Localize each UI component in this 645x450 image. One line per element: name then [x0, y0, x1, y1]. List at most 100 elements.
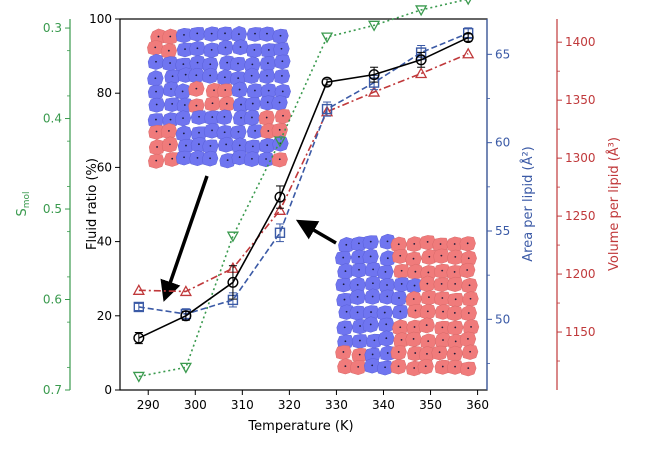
- voronoi-point: [371, 353, 374, 356]
- voronoi-cell: [244, 97, 261, 112]
- voronoi-point: [412, 257, 415, 260]
- voronoi-point: [371, 364, 374, 367]
- voronoi-point: [466, 269, 469, 271]
- voronoi-point: [169, 62, 171, 64]
- voronoi-point: [345, 310, 348, 313]
- voronoi-point: [469, 350, 472, 353]
- fluid-axis-label: Fluid ratio (%): [85, 158, 100, 250]
- voronoi-point: [356, 311, 359, 314]
- voronoi-point: [369, 323, 372, 326]
- voronoi-point: [426, 310, 429, 313]
- voronoi-point: [343, 298, 346, 301]
- data-point-smol: [273, 136, 287, 148]
- voronoi-point: [251, 102, 254, 105]
- voronoi-point: [427, 340, 430, 342]
- smol-tick-label: 0.5: [43, 202, 62, 216]
- voronoi-point: [184, 48, 186, 50]
- voronoi-point: [428, 255, 431, 258]
- voronoi-point: [251, 63, 254, 66]
- voronoi-point: [210, 48, 213, 51]
- fluid-tick-label: 100: [89, 12, 112, 26]
- voronoi-point: [267, 62, 269, 64]
- voronoi-point: [373, 339, 376, 342]
- voronoi-point: [182, 117, 184, 120]
- voronoi-point: [155, 90, 157, 93]
- voronoi-point: [265, 158, 267, 160]
- voronoi-point: [196, 47, 199, 50]
- data-point-fluid: [227, 276, 239, 288]
- voronoi-point: [342, 283, 345, 286]
- voronoi-point: [169, 118, 172, 121]
- voronoi-point: [167, 49, 170, 52]
- fluid-tick-label: 80: [97, 86, 112, 100]
- voronoi-point: [198, 115, 200, 118]
- voronoi-point: [254, 129, 256, 132]
- voronoi-point: [400, 338, 403, 341]
- voronoi-point: [196, 61, 199, 64]
- voronoi-point: [441, 326, 444, 329]
- voronoi-point: [441, 269, 444, 272]
- voronoi-point: [281, 90, 284, 93]
- voronoi-point: [238, 88, 241, 91]
- voronoi-point: [225, 102, 228, 105]
- voronoi-point: [266, 32, 268, 35]
- data-point-smol: [132, 371, 145, 383]
- voronoi-point: [356, 283, 359, 286]
- voronoi-point: [226, 159, 229, 162]
- voronoi-point: [442, 310, 444, 313]
- voronoi-point: [342, 256, 345, 259]
- voronoi-point: [386, 352, 389, 354]
- voronoi-point: [155, 103, 158, 106]
- smol-tick-label: 0.7: [43, 383, 62, 397]
- voronoi-point: [454, 365, 456, 368]
- x-tick-label: 320: [278, 398, 301, 412]
- voronoi-point: [181, 90, 184, 93]
- voronoi-point: [237, 77, 240, 80]
- voronoi-point: [282, 114, 284, 117]
- voronoi-point: [266, 101, 269, 104]
- x-tick-label: 360: [466, 398, 489, 412]
- voronoi-point: [426, 241, 429, 243]
- smol-tick-label: 0.4: [43, 112, 62, 126]
- voronoi-point: [469, 297, 472, 300]
- voronoi-point: [225, 143, 228, 146]
- fluid-tick-label: 20: [97, 309, 112, 323]
- data-point-fluid: [274, 191, 286, 203]
- smol-axis-label-sub: mol: [22, 191, 32, 208]
- x-tick-label: 330: [325, 398, 348, 412]
- voronoi-point: [454, 340, 457, 343]
- area-axis-label: Area per lipid (Å²): [520, 146, 536, 262]
- voronoi-point: [251, 145, 254, 148]
- voronoi-point: [196, 156, 199, 159]
- voronoi-point: [440, 254, 443, 257]
- fluid-tick-label: 0: [104, 383, 112, 397]
- voronoi-point: [454, 298, 457, 301]
- voronoi-point: [397, 243, 400, 246]
- voronoi-point: [470, 325, 472, 328]
- voronoi-point: [198, 131, 200, 134]
- voronoi-point: [183, 104, 186, 106]
- voronoi-point: [183, 34, 185, 36]
- voronoi-point: [397, 365, 400, 368]
- volume-tick-label: 1350: [565, 93, 596, 107]
- area-tick-label: 50: [495, 312, 510, 326]
- voronoi-point: [399, 254, 402, 257]
- data-point-volume: [415, 67, 428, 79]
- data-point-fluid: [368, 69, 380, 81]
- voronoi-point: [466, 242, 469, 245]
- voronoi-point: [265, 116, 268, 119]
- data-point-area: [321, 103, 333, 115]
- voronoi-point: [209, 63, 212, 66]
- voronoi-point: [413, 326, 416, 328]
- volume-tick-label: 1400: [565, 35, 596, 49]
- voronoi-point: [171, 102, 174, 105]
- voronoi-point: [223, 131, 226, 134]
- voronoi-point: [385, 337, 388, 340]
- voronoi-point: [169, 35, 172, 38]
- voronoi-cell: [258, 69, 276, 84]
- volume-tick-label: 1300: [565, 151, 596, 165]
- x-tick-label: 310: [231, 398, 254, 412]
- voronoi-point: [468, 284, 471, 287]
- voronoi-point: [426, 353, 428, 355]
- data-point-fluid: [180, 310, 192, 322]
